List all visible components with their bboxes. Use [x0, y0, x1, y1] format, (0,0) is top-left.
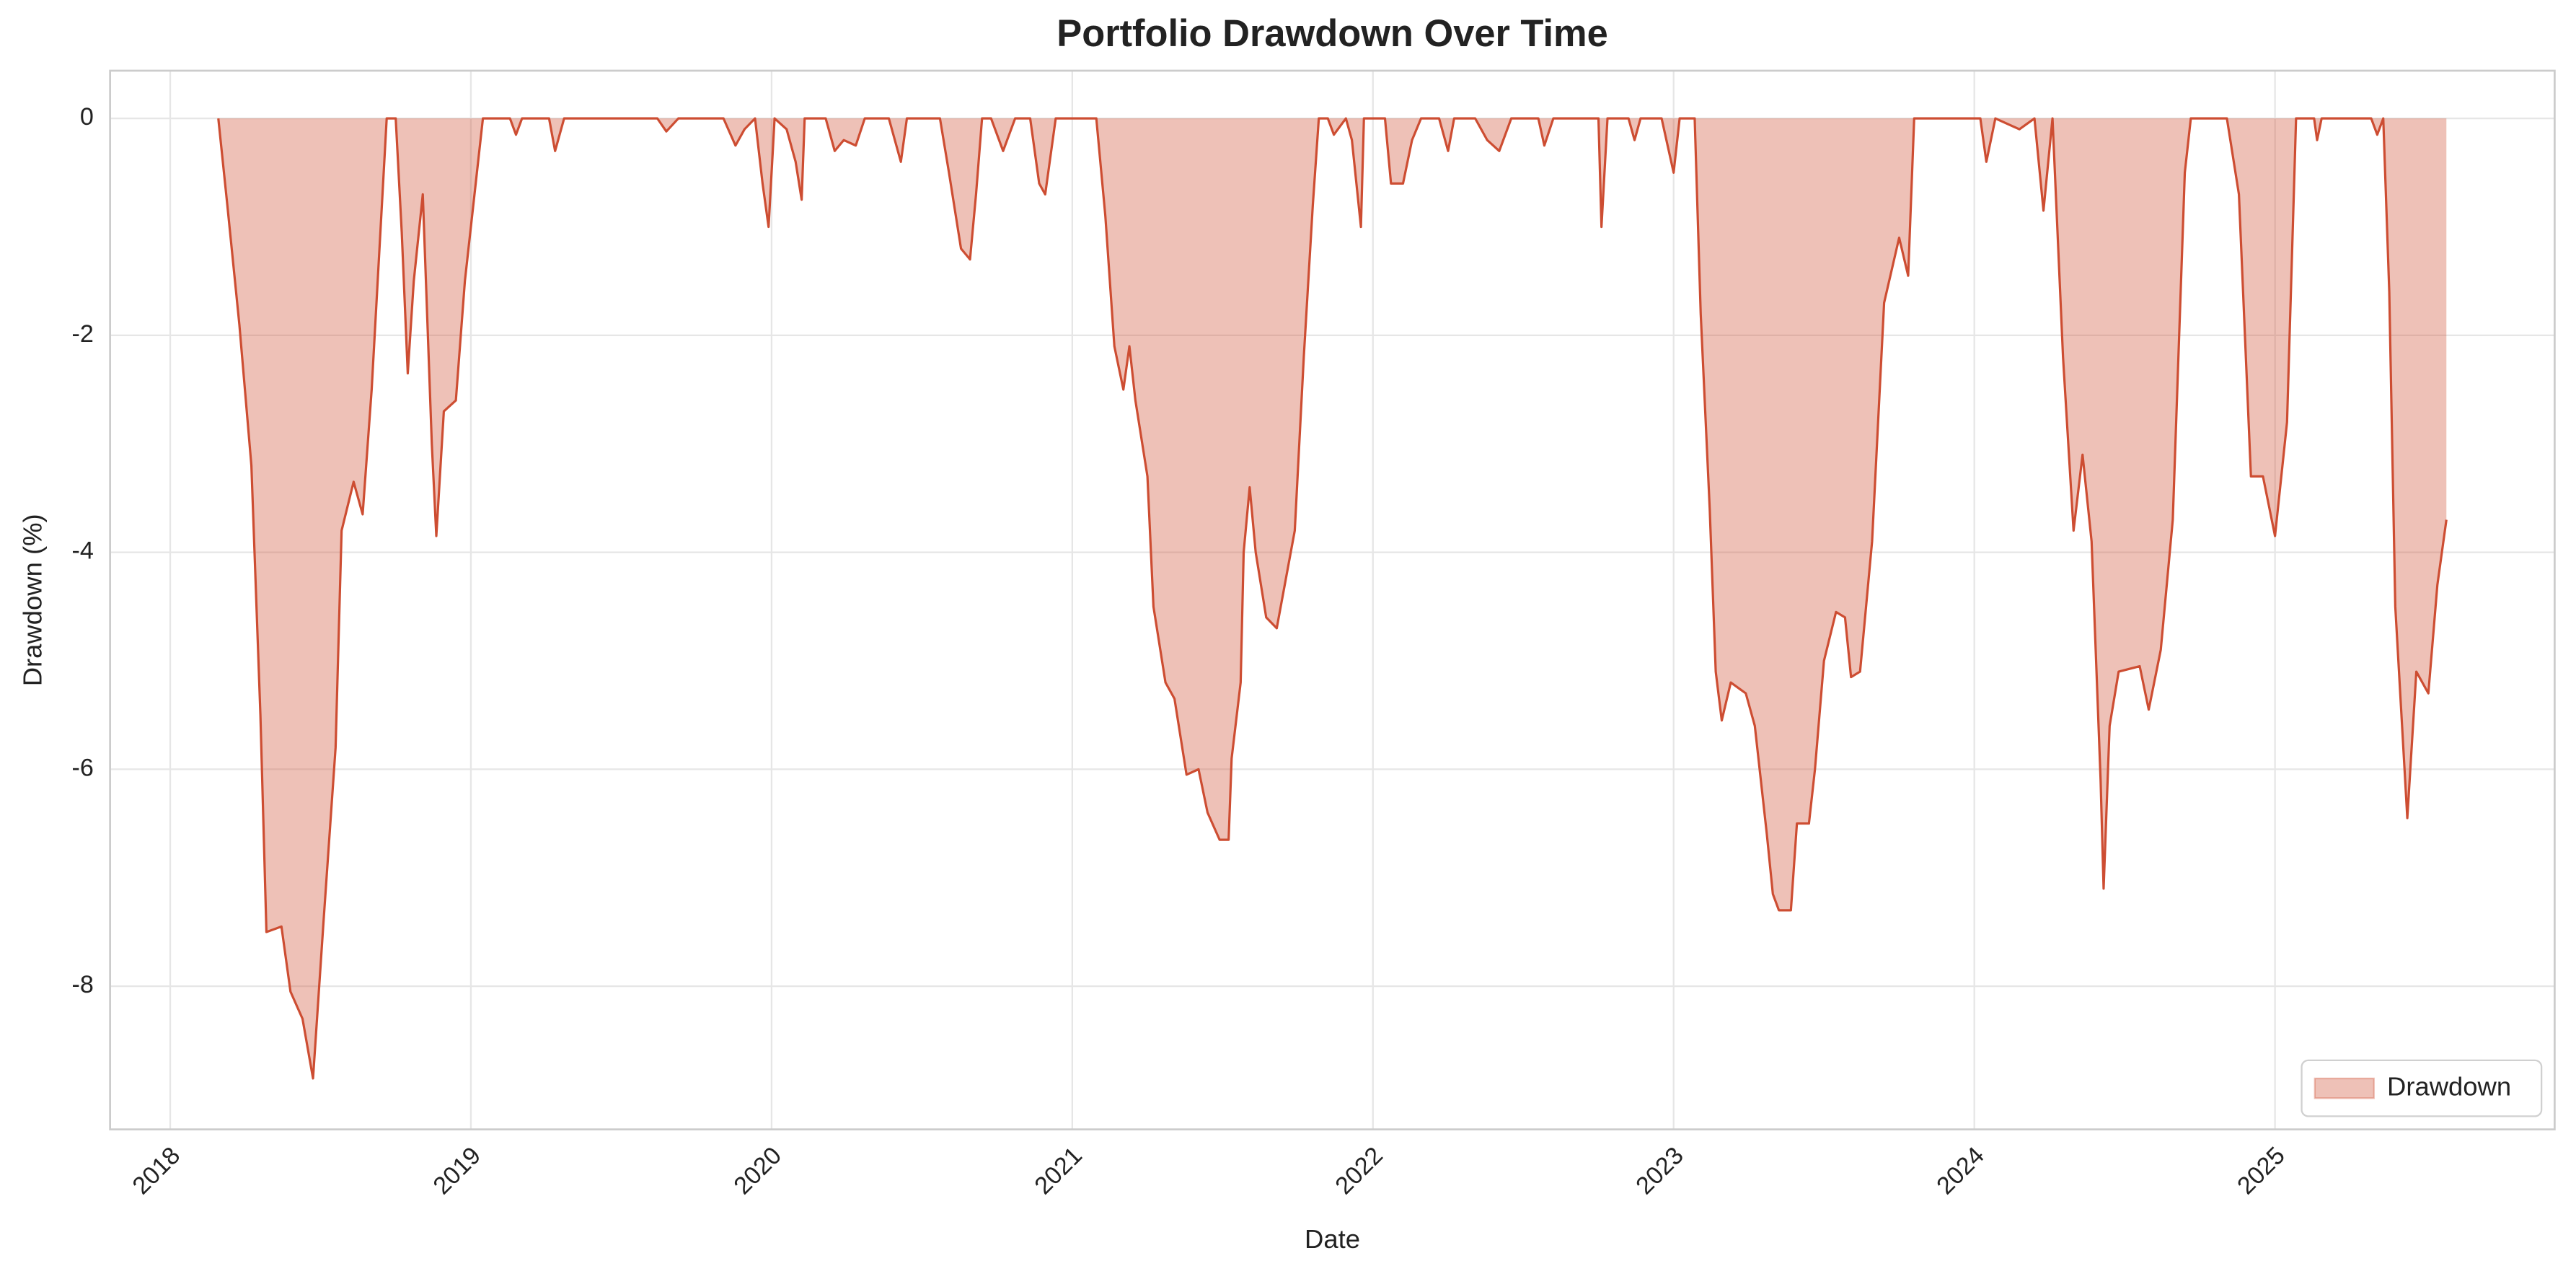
- legend-swatch: [2313, 1077, 2375, 1099]
- legend-label: Drawdown: [2387, 1071, 2511, 1101]
- plot-frame: [109, 69, 2556, 1130]
- x-tick-label: 2018: [128, 1142, 186, 1200]
- y-tick-label: -4: [71, 537, 93, 565]
- x-tick-label: 2019: [428, 1142, 487, 1200]
- x-axis-label: Date: [1305, 1224, 1360, 1254]
- area-fill: [218, 118, 2447, 1078]
- y-tick-label: -6: [71, 754, 93, 781]
- x-tick-label: 2025: [2232, 1142, 2290, 1200]
- y-tick-label: -8: [71, 971, 93, 998]
- y-tick-label: -2: [71, 320, 93, 348]
- x-tick-label: 2023: [1631, 1142, 1689, 1200]
- legend-box: [2301, 1059, 2543, 1117]
- x-tick-label: 2021: [1029, 1142, 1088, 1200]
- x-tick-label: 2020: [728, 1142, 787, 1200]
- x-tick-label: 2024: [1931, 1142, 1990, 1200]
- line: [217, 117, 2448, 1080]
- y-axis-label: Drawdown (%): [17, 514, 47, 686]
- x-tick-label: 2022: [1330, 1142, 1388, 1200]
- chart-title: Portfolio Drawdown Over Time: [1057, 13, 1607, 55]
- legend: Drawdown: [2301, 1059, 2543, 1117]
- y-tick-label: 0: [80, 103, 94, 131]
